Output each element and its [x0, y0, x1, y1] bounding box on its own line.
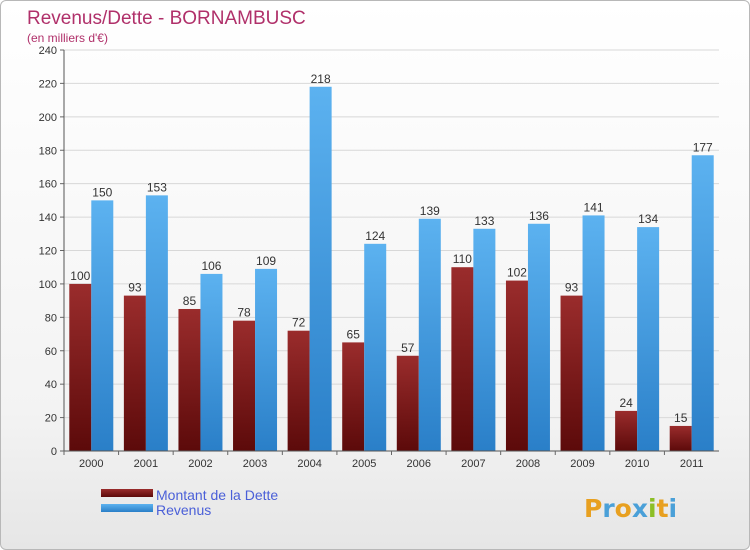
x-tick-label: 2008 [516, 458, 540, 470]
bar-dette [233, 320, 256, 451]
bar-revenus [200, 273, 223, 451]
bar-dette [69, 283, 92, 451]
bar-revenus [637, 227, 660, 451]
x-tick-label: 2004 [297, 458, 321, 470]
bar-revenus [473, 228, 496, 451]
y-tick-label: 0 [51, 446, 57, 458]
x-tick-label: 2001 [134, 458, 158, 470]
bar-dette [451, 267, 474, 451]
bar-revenus [527, 223, 550, 451]
chart-title: Revenus/Dette - BORNAMBUSC [27, 8, 306, 29]
y-tick-label: 180 [39, 145, 57, 157]
x-tick-label: 2000 [79, 458, 103, 470]
data-label-revenus: 153 [147, 180, 167, 194]
x-tick-label: 2009 [570, 458, 594, 470]
data-label-dette: 93 [128, 281, 142, 295]
x-tick-label: 2005 [352, 458, 376, 470]
y-tick-label: 160 [39, 179, 57, 191]
legend-label-revenus: Revenus [156, 502, 211, 518]
data-label-dette: 85 [183, 294, 197, 308]
data-label-revenus: 141 [584, 200, 604, 214]
data-label-revenus: 150 [92, 185, 112, 199]
bar-dette [669, 425, 692, 451]
data-label-revenus: 134 [638, 212, 658, 226]
data-label-revenus: 136 [529, 209, 549, 223]
bar-dette [342, 342, 365, 451]
data-label-revenus: 124 [365, 229, 385, 243]
data-label-dette: 110 [453, 252, 472, 266]
bar-revenus [418, 218, 441, 451]
bar-revenus [145, 195, 168, 451]
bar-dette [505, 280, 528, 451]
bar-revenus [91, 200, 114, 451]
x-tick-label: 2002 [188, 458, 212, 470]
x-tick-label: 2010 [625, 458, 649, 470]
x-axis: 2000 2001 2002 2003 2004 2005 2006 2007 2008 2009… [63, 450, 719, 470]
legend-swatch-revenus [101, 504, 153, 512]
proxiti-logo: Proxiti [584, 494, 677, 523]
bar-revenus [255, 268, 278, 451]
x-tick-label: 2007 [461, 458, 485, 470]
data-label-dette: 15 [674, 411, 688, 425]
data-label-dette: 65 [347, 327, 361, 341]
bar-dette [396, 355, 419, 451]
x-tick-label: 2003 [243, 458, 267, 470]
bar-dette [123, 295, 146, 451]
data-label-dette: 102 [507, 266, 527, 280]
y-tick-label: 80 [45, 312, 57, 324]
bar-dette [560, 295, 583, 451]
bars: 100 150 93 153 85 106 78 109 72 218 65 124 57 139 110 1… [69, 72, 714, 451]
data-label-revenus: 133 [474, 214, 494, 228]
data-label-dette: 24 [619, 396, 633, 410]
data-label-revenus: 218 [311, 72, 331, 86]
bar-revenus [309, 86, 332, 451]
y-tick-label: 20 [45, 413, 57, 425]
y-axis: 0 20 40 60 80 100 120 140 160 180 200 220 240 [39, 45, 65, 458]
bar-dette [287, 330, 310, 451]
data-label-revenus: 177 [693, 140, 713, 154]
y-tick-label: 240 [39, 45, 57, 57]
y-tick-label: 140 [39, 212, 57, 224]
data-label-revenus: 106 [201, 259, 221, 273]
bar-dette [615, 410, 638, 451]
data-label-revenus: 139 [420, 204, 440, 218]
bar-revenus [582, 215, 605, 451]
data-label-dette: 72 [292, 316, 306, 330]
data-label-revenus: 109 [256, 254, 276, 268]
y-tick-label: 120 [39, 246, 57, 258]
y-tick-label: 60 [45, 346, 57, 358]
x-tick-label: 2011 [680, 458, 704, 470]
data-label-dette: 100 [70, 269, 90, 283]
legend: Montant de la Dette Revenus [101, 487, 278, 518]
grid-lines [64, 49, 719, 452]
data-label-dette: 78 [237, 306, 251, 320]
x-tick-label: 2006 [407, 458, 431, 470]
legend-swatch-dette [101, 489, 153, 497]
bar-revenus [364, 243, 387, 451]
y-tick-label: 200 [39, 112, 57, 124]
chart-subtitle: (en milliers d'€) [27, 31, 108, 45]
y-tick-label: 100 [39, 279, 57, 291]
data-label-dette: 57 [401, 341, 415, 355]
bar-revenus [691, 155, 714, 451]
legend-label-dette: Montant de la Dette [156, 487, 278, 503]
data-label-dette: 93 [565, 281, 579, 295]
y-tick-label: 40 [45, 379, 57, 391]
y-tick-label: 220 [39, 78, 57, 90]
bar-dette [178, 308, 201, 451]
